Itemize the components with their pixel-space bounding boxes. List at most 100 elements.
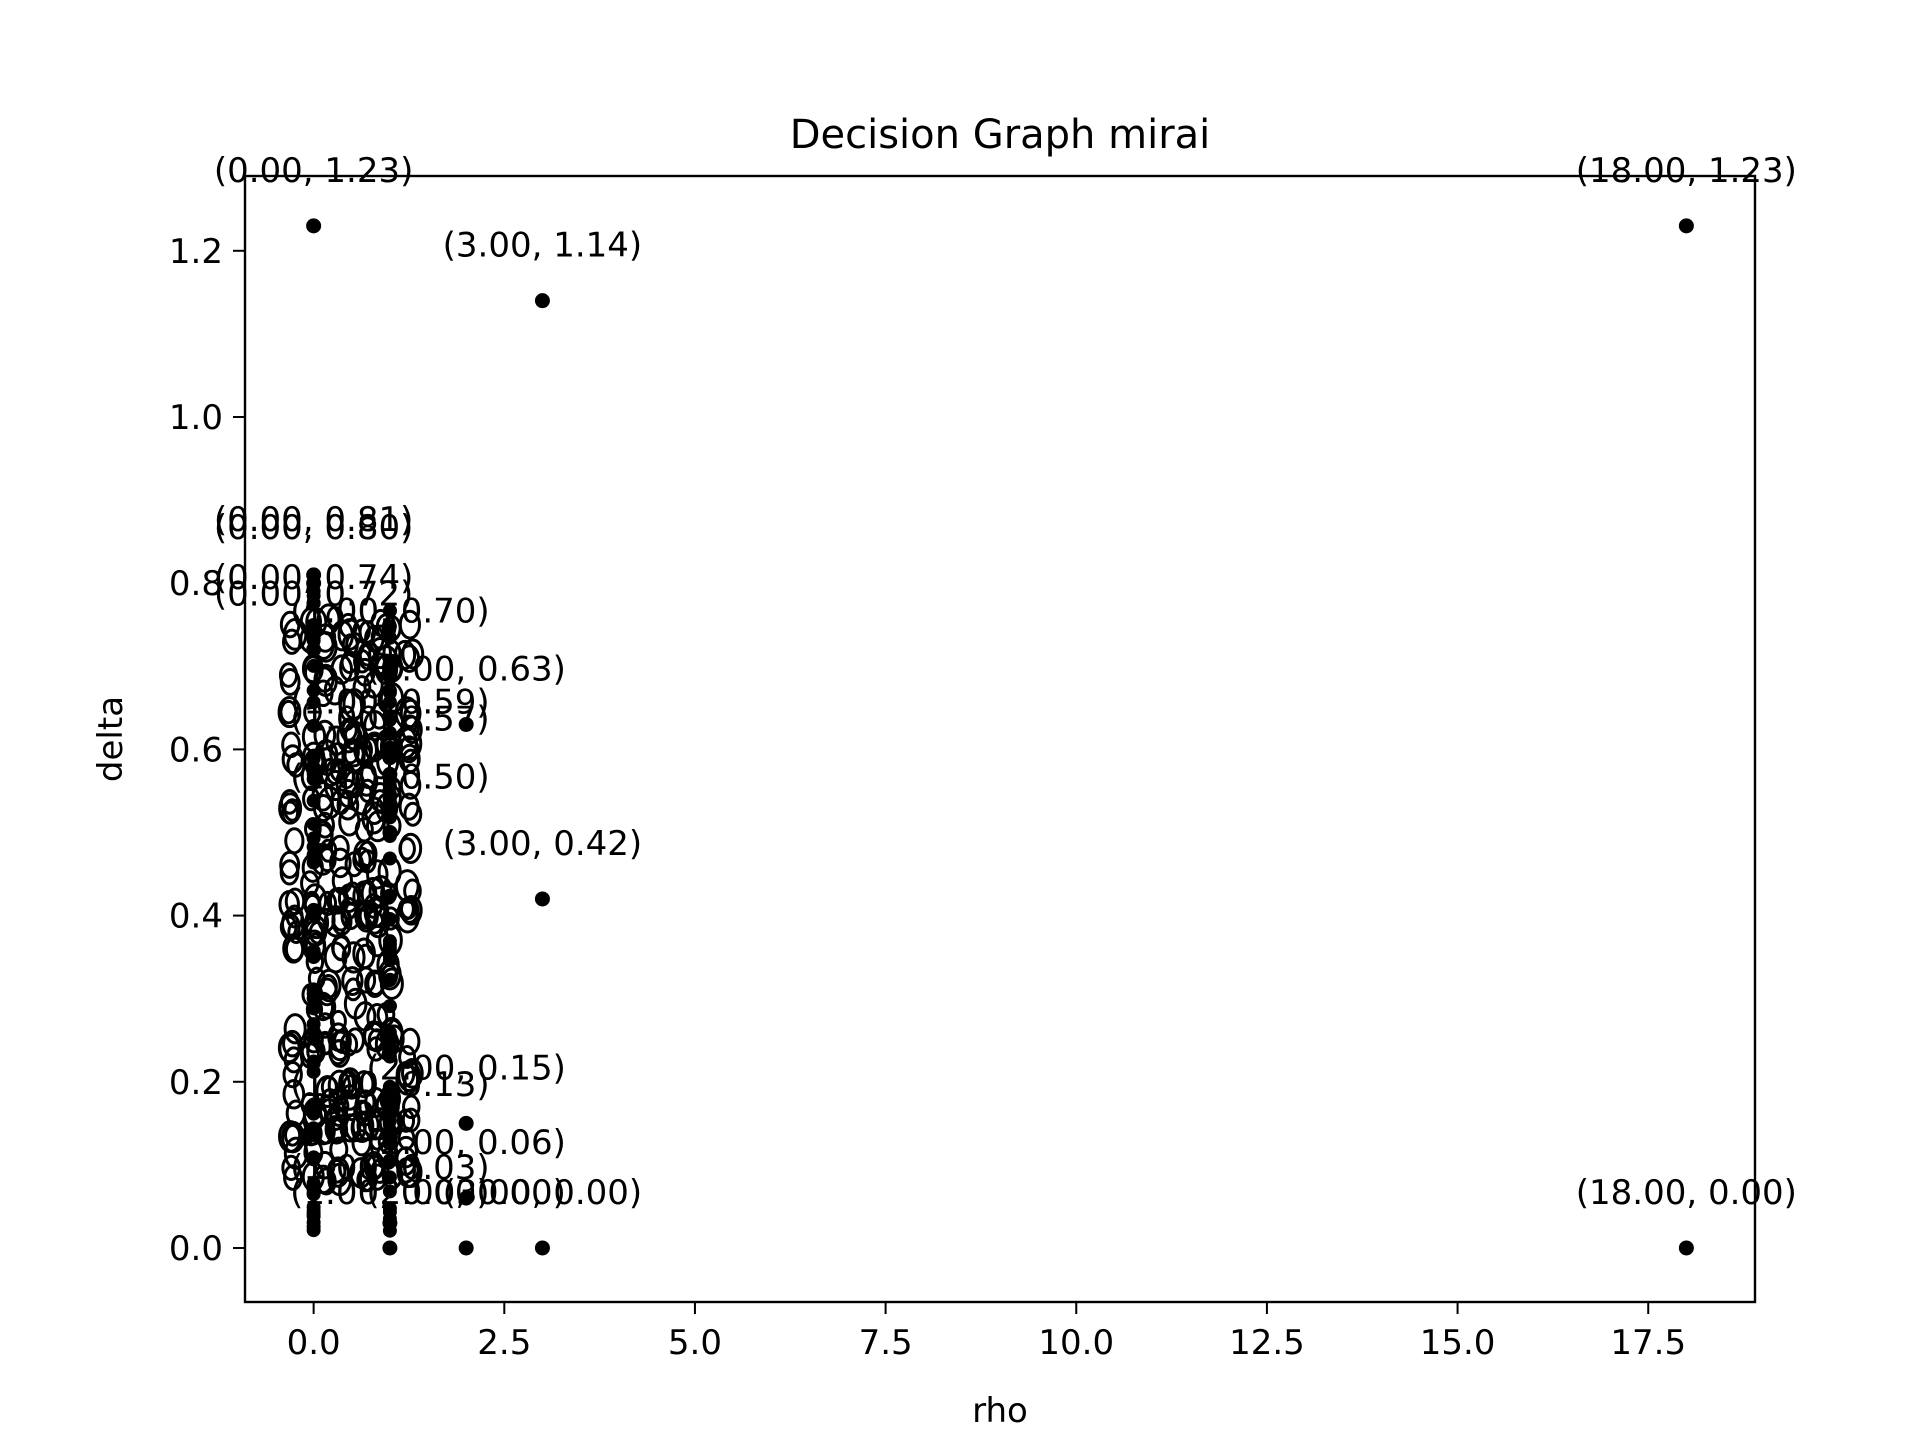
data-point-label: (1.00, 0.13)	[290, 1065, 490, 1105]
data-point-label: (0.00, 0.80)	[214, 508, 414, 548]
cluster-point	[306, 847, 321, 862]
cluster-point	[382, 1153, 397, 1168]
cluster-point	[382, 888, 397, 903]
data-point-label: (2.00, 0.63)	[366, 649, 566, 689]
data-point	[382, 658, 398, 674]
cluster-point	[382, 937, 397, 952]
cluster-marker	[339, 717, 358, 742]
cluster-point	[382, 953, 397, 968]
y-tick-label: 0.6	[169, 730, 223, 770]
cluster-point	[382, 1034, 397, 1049]
cluster-marker	[354, 742, 373, 767]
cluster-marker	[285, 904, 304, 929]
data-point-label: (1.00, 0.00)	[290, 1173, 490, 1213]
data-point-label: (0.00, 0.74)	[214, 558, 414, 598]
data-point-label: (1.00, 0.70)	[290, 591, 490, 631]
y-tick-label: 0.2	[169, 1063, 223, 1103]
cluster-marker	[327, 1158, 347, 1184]
cluster-marker	[329, 1101, 349, 1127]
cluster-marker	[339, 653, 361, 682]
data-point	[306, 575, 322, 591]
data-point-label: (2.00, 0.15)	[366, 1048, 566, 1088]
cluster-point	[306, 683, 321, 698]
data-point	[382, 1132, 398, 1148]
x-tick-label: 12.5	[1229, 1323, 1305, 1363]
cluster-marker	[401, 1058, 424, 1089]
cluster-marker	[283, 1013, 307, 1045]
cluster-point	[306, 1150, 321, 1165]
cluster-marker	[340, 650, 359, 675]
cluster-marker	[363, 671, 384, 699]
cluster-point	[382, 712, 397, 727]
cluster-marker	[283, 1164, 303, 1191]
cluster-point	[306, 1127, 321, 1142]
cluster-marker	[323, 675, 346, 706]
y-tick-label: 1.2	[169, 232, 223, 272]
cluster-point	[382, 619, 397, 634]
cluster-point	[382, 1113, 397, 1128]
cluster-marker	[279, 859, 300, 886]
cluster-marker	[283, 1123, 302, 1147]
data-point	[306, 625, 322, 641]
cluster-marker	[393, 1135, 419, 1169]
cluster-marker	[282, 1078, 306, 1110]
data-point-label: (1.00, 0.57)	[290, 699, 490, 739]
cluster-point	[382, 972, 397, 987]
y-tick-label: 0.4	[169, 897, 223, 937]
cluster-marker	[398, 1045, 417, 1069]
cluster-marker	[398, 644, 421, 673]
dense-cluster-layer	[277, 584, 425, 1238]
cluster-marker	[279, 699, 298, 725]
data-point	[382, 750, 398, 766]
data-point-label: (3.00, 1.14)	[443, 226, 643, 266]
cluster-point	[306, 817, 321, 832]
cluster-point	[306, 831, 321, 846]
cluster-marker	[398, 609, 422, 640]
data-point-label: (1.00, 0.59)	[290, 683, 490, 723]
cluster-point	[306, 1001, 321, 1016]
data-points-layer: (0.00, 1.23) (18.00, 1.23) (3.00, 1.14) (0.…	[214, 151, 1797, 1256]
cluster-point	[382, 725, 397, 740]
cluster-marker	[329, 847, 352, 879]
data-point	[458, 716, 474, 732]
cluster-point	[382, 1170, 397, 1185]
x-tick-label: 17.5	[1610, 1323, 1686, 1363]
data-point-label: (0.00, 0.81)	[214, 500, 414, 540]
cluster-marker	[331, 934, 352, 961]
cluster-marker	[398, 743, 421, 774]
cluster-point	[306, 1204, 321, 1219]
cluster-marker	[300, 870, 320, 897]
axes-frame	[243, 174, 1757, 1304]
x-tick-label: 5.0	[668, 1323, 722, 1363]
cluster-marker	[353, 1070, 375, 1099]
cluster-point	[382, 1205, 397, 1220]
cluster-marker	[277, 1032, 301, 1064]
data-point	[1678, 1240, 1694, 1256]
cluster-point	[306, 907, 321, 922]
cluster-point	[306, 1215, 321, 1230]
cluster-point	[306, 1064, 321, 1079]
cluster-point	[306, 762, 321, 777]
cluster-marker	[341, 941, 366, 974]
cluster-point	[382, 1079, 397, 1094]
x-tick-label: 7.5	[859, 1323, 913, 1363]
cluster-marker	[280, 907, 305, 940]
data-point-label: (3.00, 0.00)	[443, 1173, 643, 1213]
cluster-marker	[278, 662, 299, 688]
cluster-point	[306, 1182, 321, 1197]
y-tick-label: 0.8	[169, 564, 223, 604]
cluster-marker	[352, 675, 372, 701]
cluster-marker	[277, 696, 302, 729]
cluster-marker	[328, 1030, 352, 1062]
data-point-label: (18.00, 1.23)	[1576, 151, 1797, 191]
cluster-point	[382, 1184, 397, 1199]
cluster-marker	[323, 941, 348, 974]
cluster-marker	[399, 832, 423, 864]
data-point-label: (2.00, 0.06)	[366, 1123, 566, 1163]
data-point	[306, 218, 322, 234]
cluster-marker	[284, 827, 305, 855]
cluster-marker	[325, 758, 345, 785]
data-point	[534, 293, 550, 309]
